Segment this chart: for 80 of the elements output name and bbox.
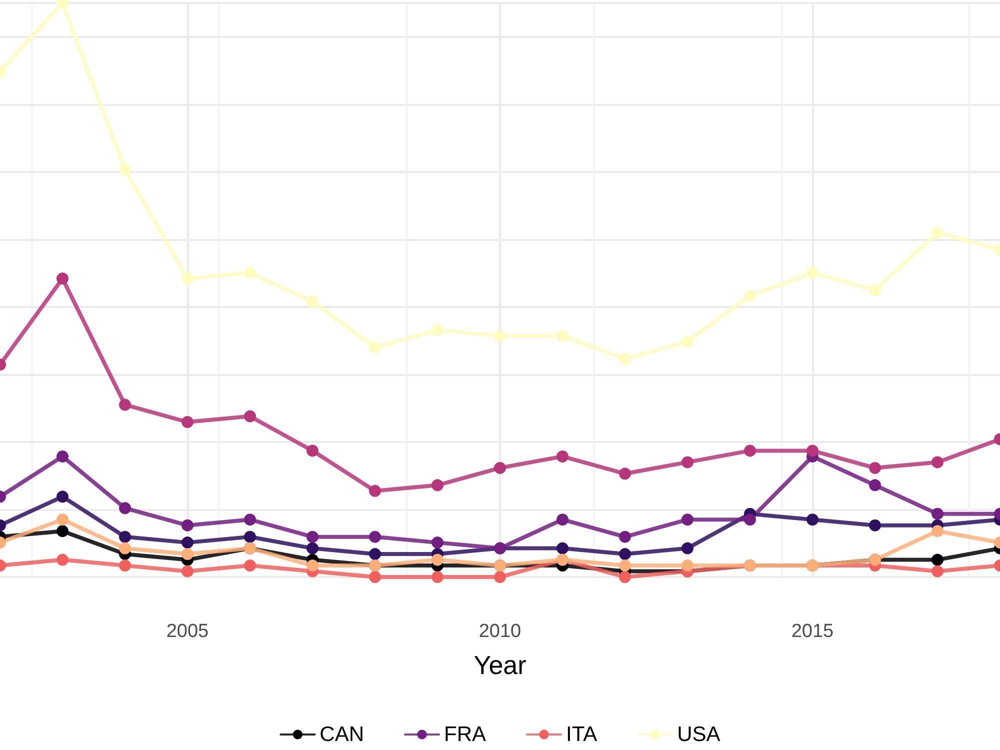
point [932,554,944,566]
point [306,560,318,572]
point [494,462,506,474]
x-tick-label: 2010 [478,621,522,642]
x-tick-label: 2015 [791,621,834,642]
point [56,514,68,526]
point [56,525,68,538]
point [619,530,631,543]
point [619,468,631,480]
legend-label: ITA [566,723,598,746]
point [806,266,818,279]
point [494,330,506,342]
point [619,352,631,365]
point [744,514,756,526]
point [932,226,944,239]
legend-label: FRA [444,723,486,746]
point [432,479,444,492]
point [432,571,444,583]
point [119,542,131,554]
point [556,450,568,462]
point [869,479,881,492]
point [119,530,131,543]
point [869,519,881,532]
x-tick-label: 2005 [166,621,209,642]
legend-label: CAN [320,723,364,746]
point [182,565,194,578]
point [182,272,194,285]
point [432,554,444,566]
point [56,490,68,503]
point [682,514,694,526]
point [932,456,944,468]
point [244,560,256,572]
point [369,548,381,560]
point [306,542,318,554]
point [369,484,381,497]
point [932,565,944,578]
point [56,450,68,462]
point [556,514,568,526]
point [306,295,318,308]
point [182,416,194,428]
point [619,560,631,572]
point [932,525,944,538]
point [119,398,131,411]
point [556,542,568,554]
point [932,508,944,520]
point [244,410,256,422]
point [744,290,756,302]
point [869,284,881,296]
point [369,571,381,583]
point [806,514,818,526]
point [244,514,256,526]
x-axis-title: Year [474,650,527,680]
point [682,560,694,572]
point [432,536,444,549]
point [869,462,881,474]
point [682,456,694,468]
point [556,330,568,342]
point [119,502,131,514]
legend-label: USA [677,723,720,746]
point [182,519,194,532]
point [619,571,631,583]
point [244,266,256,279]
point [369,341,381,354]
point [182,536,194,549]
point [119,560,131,572]
point [56,272,68,285]
point [744,444,756,457]
point [682,542,694,554]
point [306,444,318,457]
point [119,163,131,176]
point [244,530,256,543]
point [682,336,694,348]
point [619,548,631,560]
point [494,571,506,583]
point [56,554,68,566]
point [306,530,318,543]
point [182,548,194,560]
point [369,530,381,543]
point [432,324,444,336]
point [806,444,818,457]
